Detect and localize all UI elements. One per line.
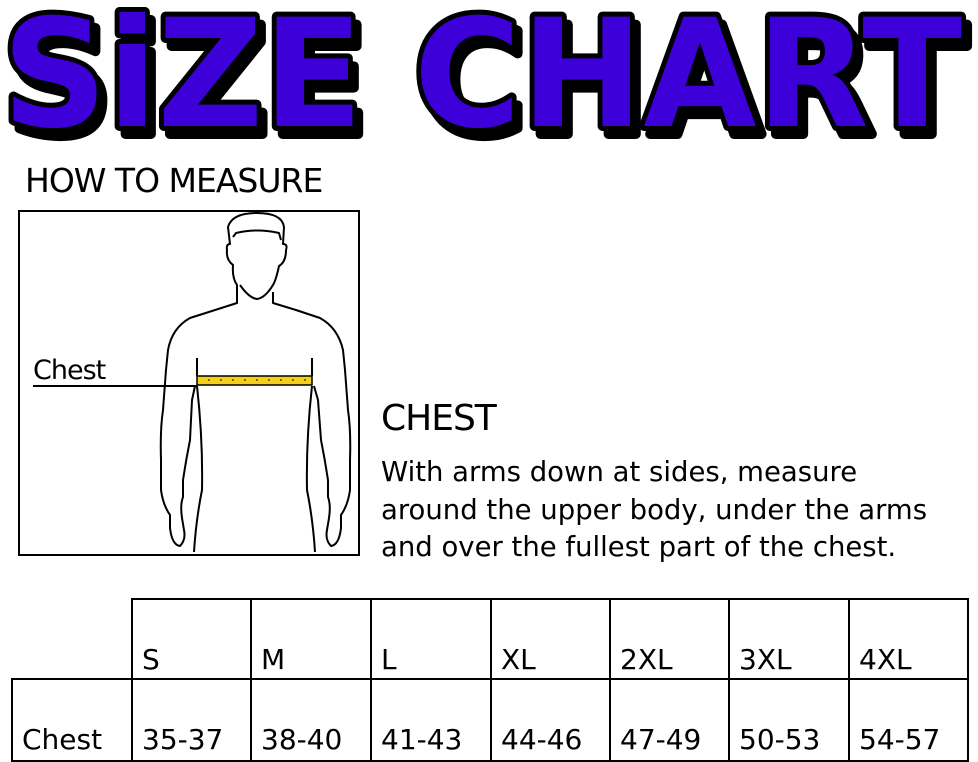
size-header-cell: M	[250, 598, 372, 680]
measurement-cell: 54-57	[848, 678, 969, 762]
instruction-line: With arms down at sides, measure	[381, 456, 858, 488]
tape-ticks	[208, 379, 306, 381]
size-header-cell: 4XL	[848, 598, 969, 680]
size-header-cell-text: 4XL	[859, 643, 912, 676]
size-chart-title: SiZE CHART	[0, 0, 967, 167]
size-header-cell-text: 2XL	[620, 643, 673, 676]
right-body-outline	[272, 292, 352, 547]
size-header-cell-text: 3XL	[739, 643, 792, 676]
head-outline	[225, 212, 288, 300]
left-body-outline	[159, 292, 238, 547]
measurement-cell: 41-43	[370, 678, 492, 762]
size-header-cell: 2XL	[609, 598, 730, 680]
size-header-cell: S	[131, 598, 252, 680]
instruction-line: and over the fullest part of the chest.	[381, 531, 897, 563]
title-text: SiZE CHART	[2, 0, 962, 162]
measurement-cell-text: 50-53	[739, 723, 821, 756]
how-to-measure-heading: HOW TO MEASURE	[25, 161, 323, 200]
size-header-cell: 3XL	[728, 598, 850, 680]
measurement-cell-text: 35-37	[142, 723, 224, 756]
chest-instructions: With arms down at sides, measure around …	[381, 454, 978, 567]
size-header-cell: L	[370, 598, 492, 680]
size-header-cell-text: L	[381, 643, 397, 676]
measurement-cell: 50-53	[728, 678, 850, 762]
row-label-cell-text: Chest	[22, 723, 103, 756]
measure-figure-box	[18, 210, 360, 556]
figure-chest-label: Chest	[33, 355, 106, 386]
measuring-tape	[196, 375, 313, 386]
measurement-cell-text: 47-49	[620, 723, 702, 756]
measurement-cell: 47-49	[609, 678, 730, 762]
measurement-cell-text: 38-40	[261, 723, 343, 756]
chest-heading: CHEST	[381, 398, 497, 439]
torso-right-line	[305, 358, 316, 553]
size-header-cell-text: XL	[501, 643, 536, 676]
row-label-cell: Chest	[11, 678, 133, 762]
measurement-cell-text: 54-57	[859, 723, 941, 756]
torso-left-line	[193, 358, 204, 553]
instruction-line: around the upper body, under the arms	[381, 493, 928, 526]
measurement-cell-text: 44-46	[501, 723, 583, 756]
measurement-cell: 38-40	[250, 678, 372, 762]
measurement-cell: 35-37	[131, 678, 252, 762]
size-header-cell-text: M	[261, 643, 286, 676]
size-header-cell-text: S	[142, 643, 160, 676]
measurement-cell: 44-46	[490, 678, 611, 762]
measurement-cell-text: 41-43	[381, 723, 463, 756]
size-header-cell: XL	[490, 598, 611, 680]
